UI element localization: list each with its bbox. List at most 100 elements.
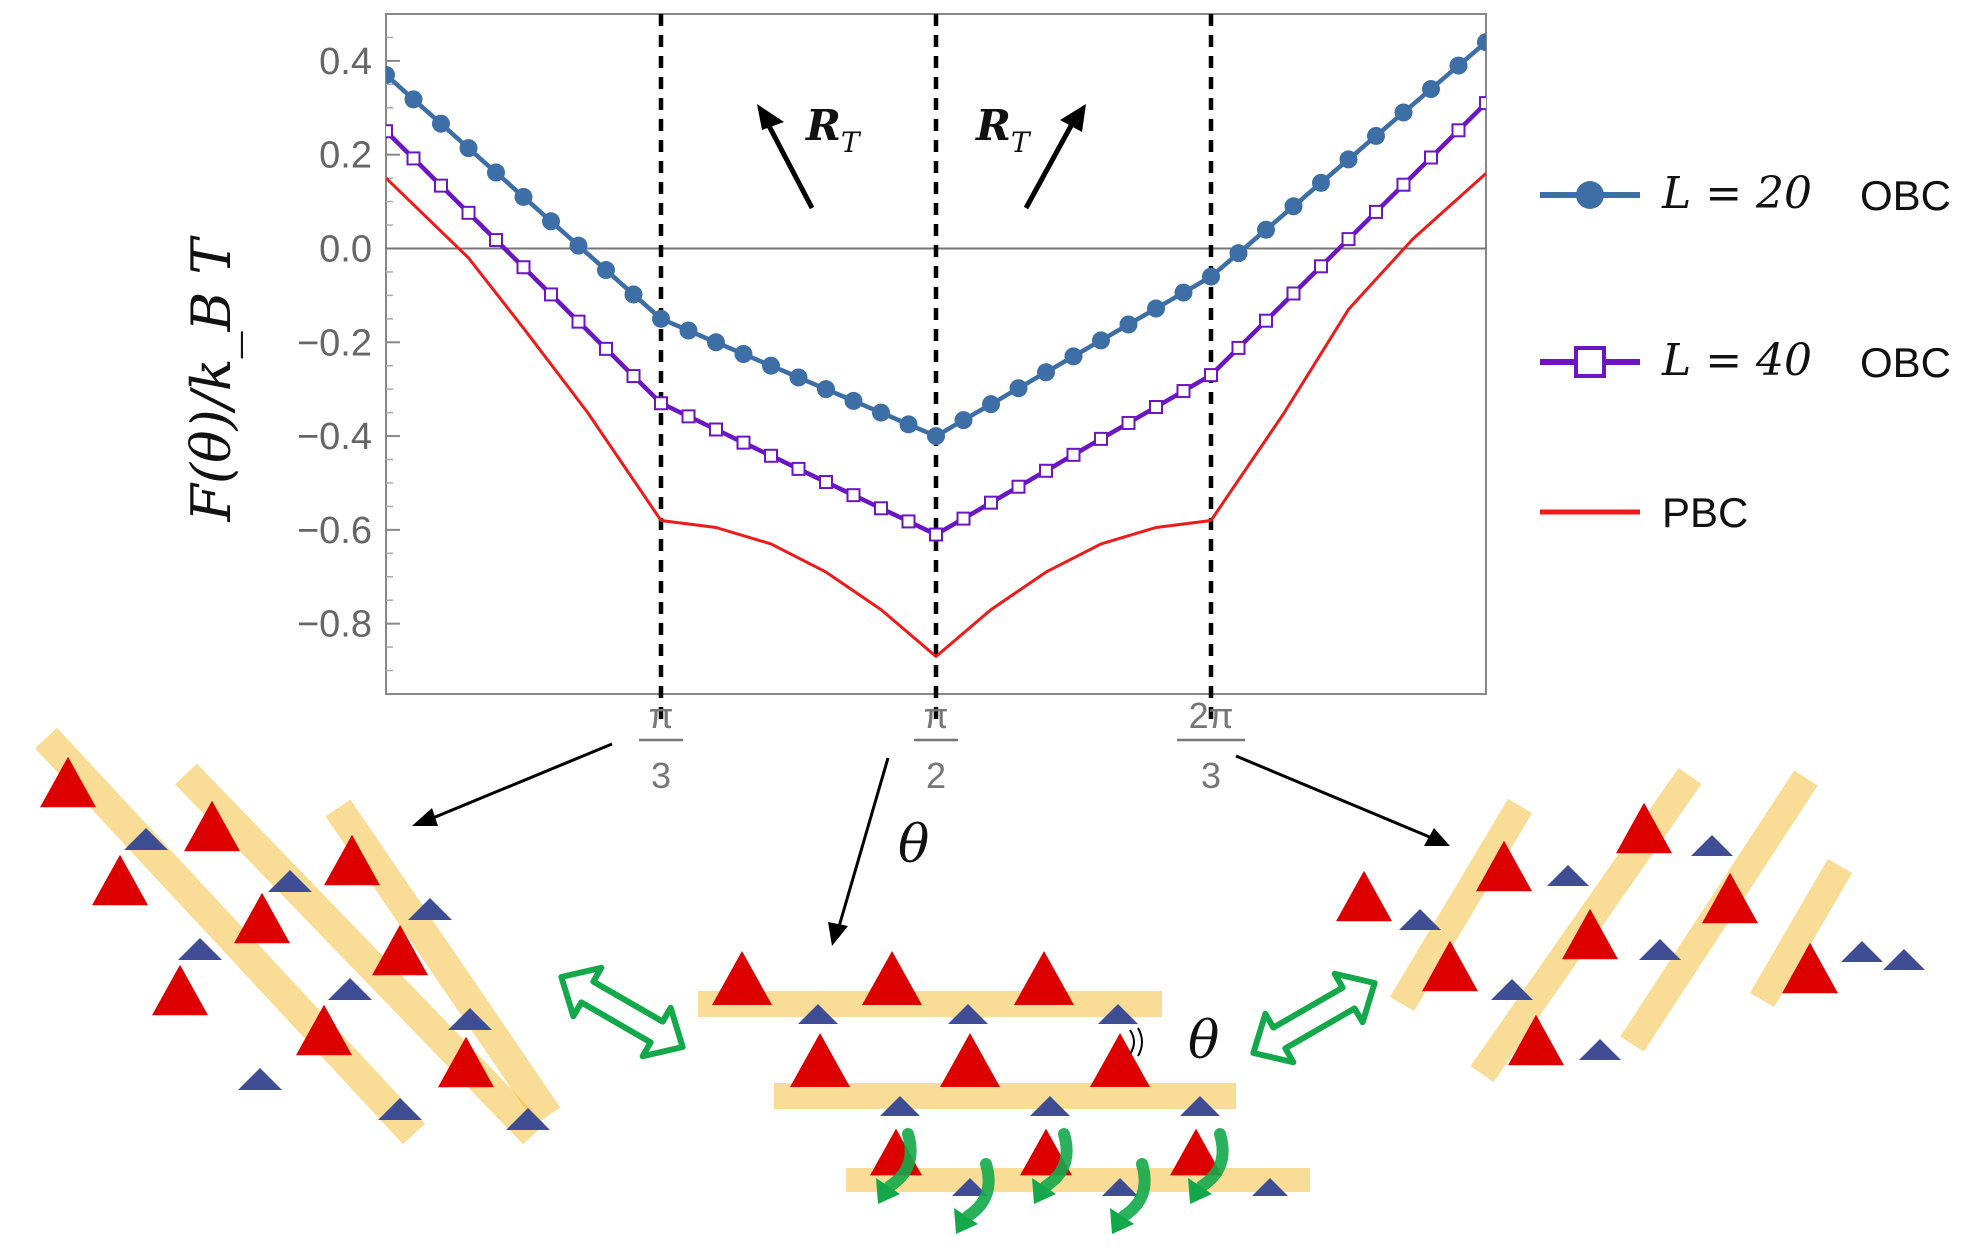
data-point <box>459 139 478 158</box>
data-point <box>404 90 423 109</box>
y-tick-label: 0.2 <box>319 135 372 177</box>
data-point <box>1229 244 1248 263</box>
data-point <box>874 501 888 516</box>
data-point <box>762 356 780 375</box>
data-point <box>1231 340 1246 355</box>
data-point <box>844 391 863 410</box>
data-point <box>652 309 670 328</box>
red-triangle <box>1090 1033 1150 1087</box>
data-point <box>1422 80 1440 99</box>
data-point <box>571 314 586 329</box>
rt-annotation-left: RT <box>757 101 862 210</box>
red-triangle <box>372 924 428 976</box>
blue-triangle <box>124 828 168 850</box>
x-tick-label: 2π3 <box>1177 695 1245 796</box>
data-point <box>1394 103 1413 122</box>
red-triangle <box>790 1033 850 1087</box>
blue-triangle <box>1691 835 1733 856</box>
data-point <box>1121 415 1136 430</box>
blue-triangle <box>948 1004 988 1024</box>
data-point <box>846 488 861 503</box>
theta-label-lattice: θ <box>1188 1011 1219 1071</box>
data-point <box>542 212 560 231</box>
x-tick-denominator: 2 <box>926 755 946 796</box>
data-point <box>461 205 476 220</box>
double-arrow-left <box>558 964 686 1060</box>
red-triangle <box>1782 942 1838 994</box>
blue-triangle <box>1399 909 1441 930</box>
data-point <box>1424 150 1438 165</box>
data-point <box>984 495 998 510</box>
red-triangle <box>940 1033 1000 1087</box>
blue-triangle <box>880 1096 920 1116</box>
red-triangle <box>40 756 96 808</box>
blue-triangle <box>1491 979 1533 1000</box>
y-tick-label: −0.4 <box>297 416 372 458</box>
data-point <box>489 233 503 248</box>
red-triangle <box>92 854 148 906</box>
red-triangle <box>862 951 922 1005</box>
data-point <box>899 415 918 434</box>
data-point <box>1259 313 1273 328</box>
data-point <box>1174 283 1193 302</box>
data-point <box>679 321 698 340</box>
y-tick-label: 0.0 <box>319 228 372 270</box>
data-point <box>514 187 533 206</box>
svg-text:RT: RT <box>805 101 862 159</box>
data-point <box>1449 56 1468 75</box>
data-point <box>707 333 725 352</box>
blue-triangle <box>1883 949 1925 970</box>
red-triangle <box>1170 1128 1222 1176</box>
green-curl-arrow <box>1188 1128 1229 1204</box>
green-curl-arrow <box>954 1158 995 1234</box>
data-point <box>929 527 943 542</box>
y-tick-label: −0.2 <box>297 322 372 364</box>
blue-triangle <box>1579 1039 1621 1060</box>
data-point <box>1092 331 1110 350</box>
blue-triangle <box>328 978 372 1000</box>
x-tick-label: π2 <box>914 695 958 796</box>
blue-triangle <box>1102 1178 1138 1196</box>
y-axis-ticks: 0.4 0.2 0.0 −0.2 −0.4 −0.6 −0.8 <box>297 41 400 646</box>
data-point <box>956 511 971 526</box>
pointer-arrows: θ <box>412 742 1450 946</box>
data-point <box>1396 177 1411 192</box>
data-point <box>709 422 723 437</box>
red-triangle <box>1476 840 1532 892</box>
data-point <box>624 285 643 304</box>
data-point <box>872 403 890 422</box>
data-point <box>1339 150 1358 169</box>
lattice-left <box>35 727 561 1145</box>
blue-triangle <box>798 1004 838 1024</box>
red-triangle <box>1562 908 1618 960</box>
green-curl-arrow <box>1110 1158 1151 1234</box>
data-point <box>817 380 835 399</box>
red-triangle <box>234 892 290 944</box>
data-point <box>1176 384 1191 399</box>
blue-triangle <box>952 1178 988 1196</box>
green-curl-stroke <box>1118 1158 1151 1222</box>
data-point <box>1119 315 1138 334</box>
blue-triangle <box>1030 1096 1070 1116</box>
data-point <box>487 163 505 182</box>
highlight-band <box>35 727 425 1145</box>
red-triangle <box>438 1036 494 1088</box>
svg-text:OBC: OBC <box>1860 172 1951 219</box>
data-point <box>1037 363 1055 382</box>
green-curl-arrow <box>876 1128 917 1204</box>
data-point <box>819 475 833 490</box>
series-layer <box>386 33 1486 658</box>
red-triangle <box>712 951 772 1005</box>
green-curl-head <box>876 1178 900 1204</box>
data-point <box>1066 447 1081 462</box>
data-point <box>1257 220 1275 239</box>
y-axis-label: F(θ)/k_B T <box>180 235 243 523</box>
data-point <box>1479 96 1486 111</box>
highlight-band <box>1749 858 1853 1008</box>
data-point <box>516 260 531 275</box>
lattice-middle <box>698 951 1310 1196</box>
data-point <box>1367 126 1385 145</box>
red-triangle <box>152 964 208 1016</box>
red-triangle <box>1508 1014 1564 1066</box>
